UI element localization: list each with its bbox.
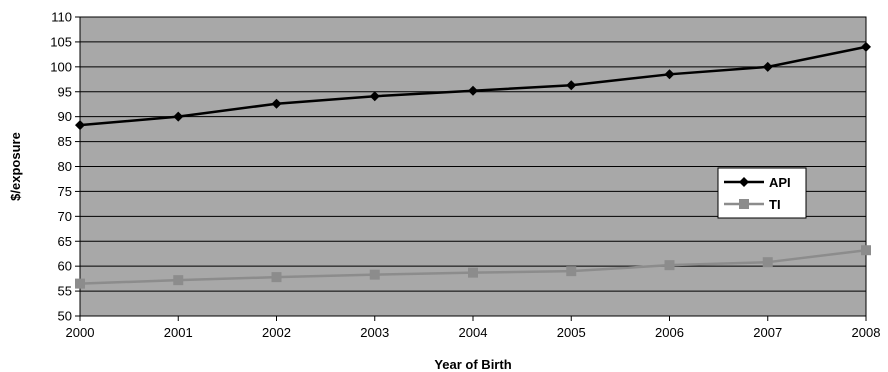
legend-item-api: API (724, 175, 791, 190)
data-point-api (75, 120, 85, 131)
y-tick-label: 50 (58, 309, 72, 324)
data-point-api (173, 111, 184, 122)
data-point-api (468, 85, 478, 96)
x-tick-label: 2005 (557, 325, 586, 340)
x-tick-label: 2002 (262, 325, 291, 340)
data-point-ti (566, 266, 577, 277)
data-point-ti (664, 260, 675, 271)
data-point-ti (75, 278, 85, 289)
legend-box (717, 167, 807, 219)
x-tick-label: 2008 (852, 325, 881, 340)
x-tick-label: 2000 (66, 325, 95, 340)
data-point-api (861, 41, 871, 52)
y-tick-label: 65 (58, 234, 72, 249)
x-tick-label: 2001 (164, 325, 193, 340)
data-point-api (664, 69, 675, 80)
y-axis-ticks: 50 55 60 65 70 75 80 85 90 95 100 105 110 (50, 10, 80, 324)
x-axis-ticks: 2000 2001 2002 2003 2004 2005 2006 2007 2008 (66, 316, 881, 340)
y-tick-label: 60 (58, 259, 72, 274)
data-point-api (762, 61, 773, 72)
grid-lines (80, 16, 866, 317)
y-tick-label: 105 (50, 34, 72, 49)
x-tick-label: 2007 (753, 325, 782, 340)
x-axis-title: Year of Birth (434, 357, 511, 372)
legend-item-ti: TI (724, 197, 781, 212)
x-tick-label: 2004 (459, 325, 488, 340)
data-point-ti (861, 245, 871, 256)
legend-label-ti: TI (769, 197, 781, 212)
y-tick-label: 100 (50, 59, 72, 74)
data-point-ti (369, 269, 380, 280)
data-point-ti (762, 257, 773, 268)
y-tick-label: 55 (58, 284, 72, 299)
y-tick-label: 80 (58, 159, 72, 174)
y-tick-label: 85 (58, 134, 72, 149)
series-api (75, 41, 871, 131)
data-point-ti (468, 267, 478, 278)
y-axis-title: $/exposure (8, 132, 23, 201)
data-point-ti (173, 275, 184, 286)
data-point-ti (271, 272, 282, 283)
y-tick-label: 110 (51, 10, 72, 25)
y-tick-label: 90 (58, 109, 72, 124)
legend: API TI (717, 167, 807, 219)
data-point-api (369, 91, 380, 102)
y-tick-label: 95 (58, 84, 72, 99)
y-tick-label: 75 (58, 184, 72, 199)
series-layer (75, 41, 871, 289)
legend-marker-ti (739, 199, 749, 209)
legend-marker-api (739, 177, 749, 187)
x-tick-label: 2006 (655, 325, 684, 340)
data-point-api (566, 80, 577, 91)
data-point-api (271, 98, 282, 109)
series-ti (75, 245, 871, 289)
y-tick-label: 70 (58, 209, 72, 224)
x-tick-label: 2003 (360, 325, 389, 340)
legend-label-api: API (769, 175, 791, 190)
